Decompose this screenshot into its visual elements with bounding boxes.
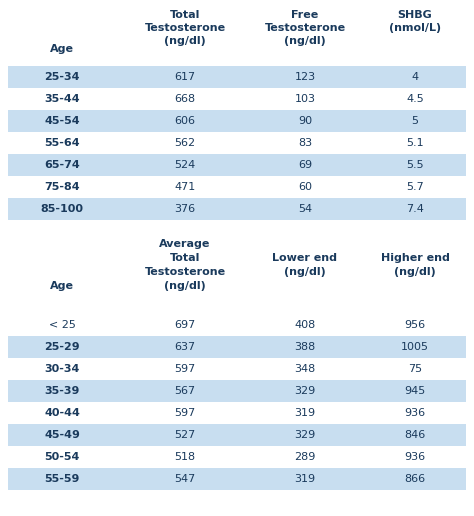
Text: 329: 329 <box>294 386 316 396</box>
Text: 289: 289 <box>294 452 316 462</box>
Bar <box>8 110 466 132</box>
Text: 60: 60 <box>298 182 312 192</box>
Text: 408: 408 <box>294 320 316 330</box>
Text: (ng/dl): (ng/dl) <box>284 36 326 46</box>
Text: Total: Total <box>170 253 200 263</box>
Text: 945: 945 <box>404 386 426 396</box>
Text: (ng/dl): (ng/dl) <box>394 267 436 277</box>
Bar <box>8 154 466 176</box>
Bar <box>8 88 466 110</box>
Bar <box>8 336 466 358</box>
Text: (nmol/L): (nmol/L) <box>389 23 441 33</box>
Text: 45-49: 45-49 <box>44 430 80 440</box>
Text: 4: 4 <box>411 72 419 82</box>
Text: 55-59: 55-59 <box>44 474 80 484</box>
Text: 25-34: 25-34 <box>44 72 80 82</box>
Text: 348: 348 <box>294 364 316 374</box>
Text: Higher end: Higher end <box>381 253 449 263</box>
Text: 83: 83 <box>298 138 312 148</box>
Bar <box>8 198 466 220</box>
Text: 5.1: 5.1 <box>406 138 424 148</box>
Text: Testosterone: Testosterone <box>264 23 346 33</box>
Text: 597: 597 <box>174 408 196 418</box>
Bar <box>8 446 466 468</box>
Text: 65-74: 65-74 <box>44 160 80 170</box>
Text: 668: 668 <box>174 94 196 104</box>
Text: Age: Age <box>50 44 74 54</box>
Bar <box>8 4 466 66</box>
Text: 40-44: 40-44 <box>44 408 80 418</box>
Bar <box>8 236 466 314</box>
Text: 30-34: 30-34 <box>44 364 80 374</box>
Text: 5.5: 5.5 <box>406 160 424 170</box>
Text: 524: 524 <box>174 160 196 170</box>
Text: 547: 547 <box>174 474 196 484</box>
Text: 562: 562 <box>174 138 196 148</box>
Text: 75-84: 75-84 <box>44 182 80 192</box>
Bar <box>8 132 466 154</box>
Text: 376: 376 <box>174 204 196 214</box>
Text: 103: 103 <box>294 94 316 104</box>
Text: 5: 5 <box>411 116 419 126</box>
Text: 637: 637 <box>174 342 196 352</box>
Text: 329: 329 <box>294 430 316 440</box>
Text: SHBG: SHBG <box>398 10 432 20</box>
Text: 55-64: 55-64 <box>44 138 80 148</box>
Text: < 25: < 25 <box>48 320 75 330</box>
Text: 69: 69 <box>298 160 312 170</box>
Text: 471: 471 <box>174 182 196 192</box>
Text: 518: 518 <box>174 452 196 462</box>
Text: 45-54: 45-54 <box>44 116 80 126</box>
Bar <box>8 176 466 198</box>
Text: 5.7: 5.7 <box>406 182 424 192</box>
Bar <box>8 424 466 446</box>
Text: 388: 388 <box>294 342 316 352</box>
Text: 606: 606 <box>174 116 195 126</box>
Bar <box>8 380 466 402</box>
Text: Free: Free <box>292 10 319 20</box>
Text: 85-100: 85-100 <box>40 204 83 214</box>
Text: 936: 936 <box>404 408 426 418</box>
Text: 567: 567 <box>174 386 196 396</box>
Text: 90: 90 <box>298 116 312 126</box>
Bar <box>8 314 466 336</box>
Text: Age: Age <box>50 281 74 291</box>
Text: 4.5: 4.5 <box>406 94 424 104</box>
Text: 25-29: 25-29 <box>44 342 80 352</box>
Bar <box>8 358 466 380</box>
Bar <box>8 66 466 88</box>
Text: 1005: 1005 <box>401 342 429 352</box>
Text: 597: 597 <box>174 364 196 374</box>
Text: Testosterone: Testosterone <box>145 23 226 33</box>
Text: 54: 54 <box>298 204 312 214</box>
Text: 697: 697 <box>174 320 196 330</box>
Text: (ng/dl): (ng/dl) <box>164 281 206 291</box>
Text: 319: 319 <box>294 474 316 484</box>
Text: 50-54: 50-54 <box>44 452 80 462</box>
Text: 956: 956 <box>404 320 426 330</box>
Text: Testosterone: Testosterone <box>145 267 226 277</box>
Text: 35-39: 35-39 <box>44 386 80 396</box>
Bar <box>8 468 466 490</box>
Text: (ng/dl): (ng/dl) <box>284 267 326 277</box>
Text: 35-44: 35-44 <box>44 94 80 104</box>
Text: 75: 75 <box>408 364 422 374</box>
Text: Average: Average <box>159 239 210 249</box>
Text: 7.4: 7.4 <box>406 204 424 214</box>
Text: 936: 936 <box>404 452 426 462</box>
Text: 866: 866 <box>404 474 426 484</box>
Text: 527: 527 <box>174 430 196 440</box>
Text: 846: 846 <box>404 430 426 440</box>
Text: Lower end: Lower end <box>273 253 337 263</box>
Text: 617: 617 <box>174 72 196 82</box>
Bar <box>8 402 466 424</box>
Text: (ng/dl): (ng/dl) <box>164 36 206 46</box>
Text: Total: Total <box>170 10 200 20</box>
Text: 319: 319 <box>294 408 316 418</box>
Text: 123: 123 <box>294 72 316 82</box>
